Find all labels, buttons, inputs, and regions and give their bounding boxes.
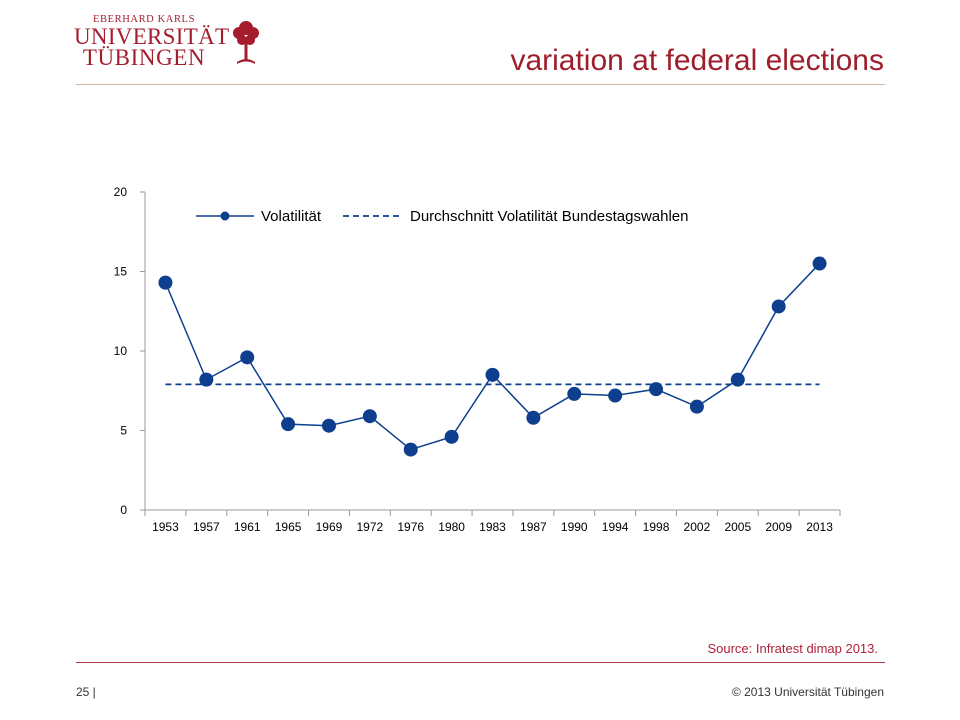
slide-title: variation at federal elections xyxy=(510,44,884,77)
x-tick-label: 1983 xyxy=(479,520,506,534)
chart-series xyxy=(158,256,827,457)
volatility-point-1983 xyxy=(485,367,500,382)
palm-tree-icon xyxy=(233,21,259,64)
x-tick-label: 2013 xyxy=(806,520,833,534)
x-tick-label: 2009 xyxy=(765,520,792,534)
y-tick-label: 15 xyxy=(114,265,128,279)
x-tick-label: 2005 xyxy=(724,520,751,534)
volatility-line xyxy=(164,263,821,451)
legend-marker-volatility xyxy=(220,211,230,221)
legend-label-average: Durchschnitt Volatilität Bundestagswahle… xyxy=(410,208,689,225)
volatility-point-1998 xyxy=(649,382,664,397)
volatility-point-1990 xyxy=(567,386,582,401)
x-tick-label: 1961 xyxy=(234,520,261,534)
volatility-point-1953 xyxy=(158,275,173,290)
x-tick-label: 1957 xyxy=(193,520,220,534)
x-tick-label: 1990 xyxy=(561,520,588,534)
volatility-point-2013 xyxy=(812,256,827,271)
volatility-point-2002 xyxy=(689,399,704,414)
university-logo: EBERHARD KARLS UNIVERSITÄT TÜBINGEN xyxy=(74,14,274,70)
volatility-point-1965 xyxy=(281,417,296,432)
x-tick-label: 1965 xyxy=(275,520,302,534)
volatility-point-1957 xyxy=(199,372,214,387)
volatility-point-1994 xyxy=(608,388,623,403)
logo-line-1: EBERHARD KARLS xyxy=(92,14,196,25)
x-tick-label: 1998 xyxy=(643,520,670,534)
volatility-point-1972 xyxy=(362,409,377,424)
header-divider xyxy=(76,84,885,85)
x-tick-label: 1980 xyxy=(438,520,465,534)
y-tick-label: 5 xyxy=(120,424,127,438)
volatility-point-1969 xyxy=(321,418,336,433)
logo-line-2: UNIVERSITÄT xyxy=(74,24,230,49)
x-tick-label: 1994 xyxy=(602,520,629,534)
volatility-point-1961 xyxy=(240,350,255,365)
chart-legend: Volatilität Durchschnitt Volatilität Bund… xyxy=(196,208,689,225)
volatility-point-1980 xyxy=(444,429,459,444)
x-tick-label: 1976 xyxy=(397,520,424,534)
source-note: Source: Infratest dimap 2013. xyxy=(707,641,878,656)
copyright-notice: © 2013 Universität Tübingen xyxy=(731,685,884,699)
logo-line-3: TÜBINGEN xyxy=(82,45,206,70)
y-tick-label: 20 xyxy=(114,185,128,199)
page-number: 25 | xyxy=(76,685,96,699)
logo-wordmark: EBERHARD KARLS UNIVERSITÄT TÜBINGEN xyxy=(74,14,230,70)
volatility-point-1976 xyxy=(403,442,418,457)
x-tick-label: 1972 xyxy=(357,520,384,534)
x-tick-label: 1969 xyxy=(316,520,343,534)
volatility-point-1987 xyxy=(526,410,541,425)
volatility-point-2005 xyxy=(730,372,745,387)
chart-axes: 0 5 10 15 20 1953 1957 1961 1965 1969 1972 1976 1980… xyxy=(114,185,841,534)
y-tick-label: 10 xyxy=(114,344,128,358)
x-tick-label: 1953 xyxy=(152,520,179,534)
footer-divider xyxy=(76,662,885,663)
volatility-point-2009 xyxy=(771,299,786,314)
x-tick-label: 2002 xyxy=(684,520,711,534)
legend-label-volatility: Volatilität xyxy=(261,208,322,225)
y-tick-label: 0 xyxy=(120,503,127,517)
x-tick-label: 1987 xyxy=(520,520,547,534)
